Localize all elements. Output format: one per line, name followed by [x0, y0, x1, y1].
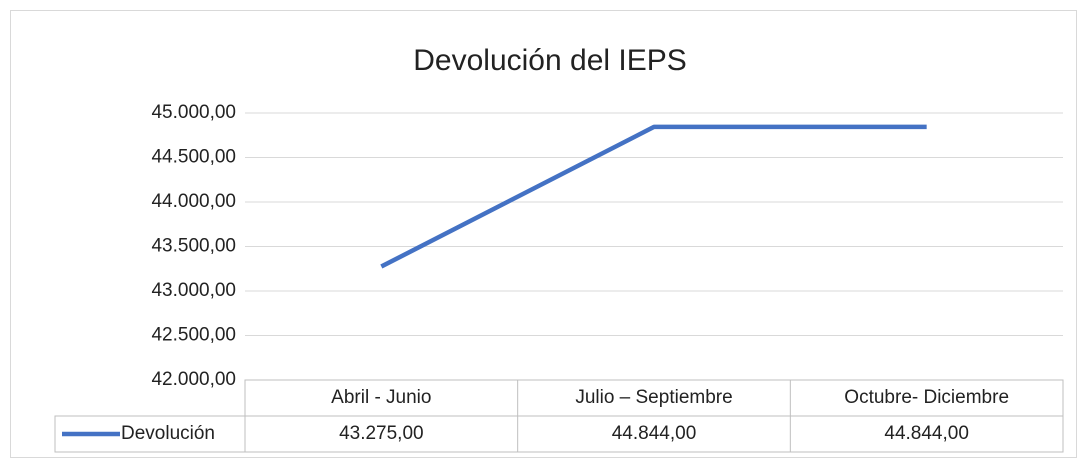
- x-tick-label: Abril - Junio: [331, 387, 431, 408]
- y-tick-label: 44.500,00: [151, 147, 236, 168]
- x-tick-label: Julio – Septiembre: [575, 387, 732, 408]
- y-tick-label: 43.500,00: [151, 236, 236, 257]
- chart-border: [10, 10, 1077, 458]
- legend-label: Devolución: [121, 423, 215, 444]
- chart-title: Devolución del IEPS: [413, 44, 687, 77]
- y-tick-label: 44.000,00: [151, 191, 236, 212]
- data-label: 44.844,00: [884, 423, 969, 444]
- x-tick-label: Octubre- Diciembre: [844, 387, 1009, 408]
- table-data-row: [54, 415, 1064, 453]
- data-label: 44.844,00: [612, 423, 697, 444]
- y-tick-label: 45.000,00: [151, 102, 236, 123]
- series-line: [380, 124, 927, 269]
- data-label: 43.275,00: [339, 423, 424, 444]
- y-tick-label: 43.000,00: [151, 280, 236, 301]
- y-tick-label: 42.500,00: [151, 325, 236, 346]
- y-tick-label: 42.000,00: [151, 369, 236, 390]
